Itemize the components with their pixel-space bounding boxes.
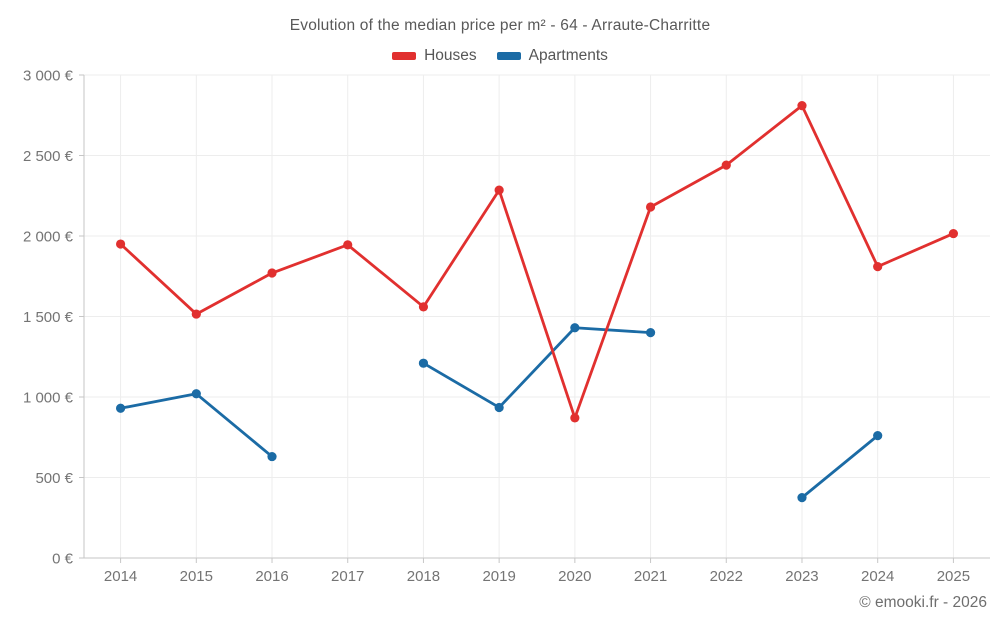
data-point-houses-2024 xyxy=(873,261,883,272)
data-point-apartments-2018 xyxy=(418,358,429,368)
data-point-houses-2020 xyxy=(570,413,580,423)
x-tick-label: 2024 xyxy=(861,568,894,585)
data-point-houses-2016 xyxy=(267,268,277,278)
legend-swatch-houses xyxy=(392,52,417,60)
data-point-houses-2021 xyxy=(645,202,656,212)
x-tick-label: 2018 xyxy=(407,568,440,585)
data-point-houses-2025 xyxy=(948,228,959,239)
legend-item-houses[interactable]: Houses xyxy=(392,47,477,65)
data-point-apartments-2015 xyxy=(191,389,201,399)
data-point-apartments-2019 xyxy=(494,402,504,413)
x-tick-label: 2016 xyxy=(255,568,288,585)
data-point-apartments-2014 xyxy=(116,403,126,413)
data-point-houses-2023 xyxy=(797,100,807,111)
data-point-apartments-2024 xyxy=(873,431,883,441)
y-tick-label: 2 500 € xyxy=(23,148,74,165)
chart-legend: Houses Apartments xyxy=(0,47,1000,65)
y-tick-label: 2 000 € xyxy=(23,228,74,245)
x-tick-label: 2019 xyxy=(482,568,515,585)
y-tick-label: 3 000 € xyxy=(23,67,74,84)
data-point-houses-2022 xyxy=(721,160,731,170)
series-line-apartments xyxy=(422,326,652,409)
data-point-houses-2019 xyxy=(494,185,504,195)
data-point-houses-2018 xyxy=(418,302,429,312)
x-tick-label: 2023 xyxy=(785,568,818,585)
x-tick-label: 2014 xyxy=(104,568,137,585)
series-line-houses xyxy=(119,104,955,420)
x-tick-label: 2025 xyxy=(937,568,970,585)
data-point-apartments-2020 xyxy=(570,323,580,333)
data-point-houses-2015 xyxy=(191,309,201,319)
data-point-apartments-2016 xyxy=(267,451,277,462)
legend-label: Apartments xyxy=(528,47,608,64)
copyright-label: © emooki.fr - 2026 xyxy=(859,594,987,611)
y-tick-label: 0 € xyxy=(52,550,74,567)
data-point-houses-2014 xyxy=(116,239,126,249)
data-point-apartments-2021 xyxy=(645,328,656,338)
y-tick-label: 500 € xyxy=(35,470,73,487)
x-tick-label: 2021 xyxy=(634,568,667,585)
x-tick-label: 2022 xyxy=(710,568,743,585)
x-tick-label: 2020 xyxy=(558,568,591,585)
legend-item-apartments[interactable]: Apartments xyxy=(496,47,608,65)
legend-label: Houses xyxy=(424,47,477,64)
chart-title: Evolution of the median price per m² - 6… xyxy=(289,17,711,34)
legend-swatch-apartments xyxy=(496,52,521,60)
data-point-houses-2017 xyxy=(343,240,353,250)
series-line-apartments xyxy=(800,434,880,500)
y-tick-label: 1 500 € xyxy=(23,309,74,326)
y-tick-label: 1 000 € xyxy=(23,389,74,406)
data-point-apartments-2023 xyxy=(797,493,807,503)
x-tick-label: 2017 xyxy=(331,568,364,585)
x-tick-label: 2015 xyxy=(180,568,213,585)
